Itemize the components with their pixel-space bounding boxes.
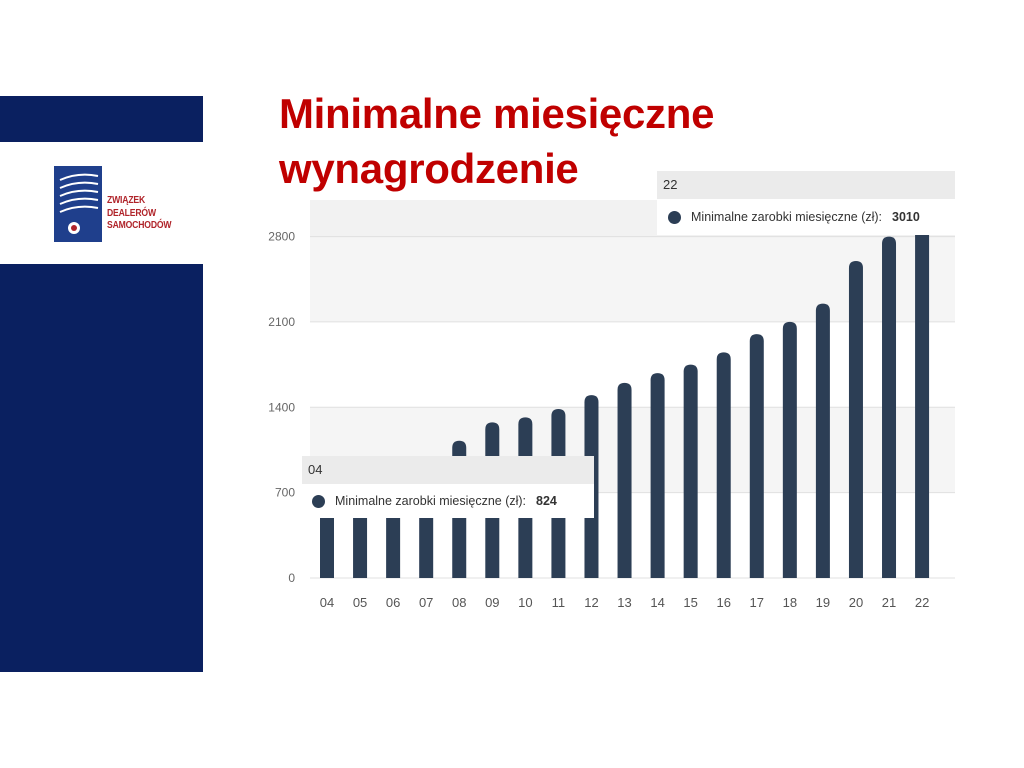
x-tick-label: 08 (452, 595, 466, 610)
x-tick-label: 15 (683, 595, 697, 610)
bar (915, 210, 930, 579)
sidebar-top-band (0, 96, 203, 142)
bar (716, 352, 731, 578)
x-tick-label: 10 (518, 595, 532, 610)
logo-line-3: SAMOCHODÓW (107, 219, 172, 231)
tooltip-latest: 22 Minimalne zarobki miesięczne (zł): 30… (657, 171, 955, 235)
bar (650, 373, 665, 578)
bar (617, 382, 632, 578)
x-tick-label: 17 (750, 595, 764, 610)
tooltip-series-label: Minimalne zarobki miesięczne (zł): (335, 494, 527, 508)
grid-band (310, 236, 955, 322)
sidebar-main-band (0, 264, 203, 672)
logo-wordmark: ZWIĄZEK DEALERÓW SAMOCHODÓW (107, 194, 197, 232)
y-tick-label: 2100 (268, 315, 295, 329)
x-tick-label: 18 (783, 595, 797, 610)
title-line-1: Minimalne miesięczne (279, 90, 715, 137)
tooltip-value: 824 (536, 494, 557, 508)
bar (815, 303, 830, 578)
page-title: Minimalne miesięczne wynagrodzenie (279, 86, 799, 196)
tooltip-series-label: Minimalne zarobki miesięczne (zł): (691, 210, 883, 224)
x-tick-label: 19 (816, 595, 830, 610)
logo-line-1: ZWIĄZEK (107, 194, 146, 206)
bar (882, 236, 897, 579)
logo-icon (54, 166, 102, 242)
bar (683, 364, 698, 578)
x-tick-label: 13 (617, 595, 631, 610)
y-tick-label: 1400 (268, 400, 295, 414)
tooltip-category: 22 (657, 171, 955, 199)
logo-line-2: DEALERÓW (107, 206, 156, 219)
bar-chart: 0 700 1400 2100 2800 04 05 06 07 08 09 10 11 12 13 14 15… (268, 200, 955, 610)
x-tick-label: 20 (849, 595, 863, 610)
x-tick-label: 21 (882, 595, 896, 610)
tooltip-first: 04 Minimalne zarobki miesięczne (zł): 82… (302, 456, 594, 518)
tooltip-value: 3010 (892, 210, 920, 224)
y-tick-label: 2800 (268, 230, 295, 244)
x-tick-label: 16 (716, 595, 730, 610)
x-tick-label: 07 (419, 595, 433, 610)
title-line-2: wynagrodzenie (279, 145, 579, 192)
x-tick-label: 11 (552, 595, 566, 610)
tooltip-category: 04 (302, 456, 594, 484)
bar (848, 260, 863, 578)
bar (782, 321, 797, 578)
x-tick-label: 04 (320, 595, 334, 610)
bar (749, 334, 764, 578)
y-tick-label: 700 (275, 486, 295, 500)
x-tick-label: 05 (353, 595, 367, 610)
series-dot-icon (668, 210, 681, 224)
y-tick-label: 0 (288, 571, 295, 585)
x-tick-label: 06 (386, 595, 400, 610)
x-tick-label: 14 (650, 595, 664, 610)
series-dot-icon (312, 494, 325, 508)
x-tick-label: 12 (584, 595, 598, 610)
x-tick-label: 09 (485, 595, 499, 610)
x-tick-label: 22 (915, 595, 929, 610)
